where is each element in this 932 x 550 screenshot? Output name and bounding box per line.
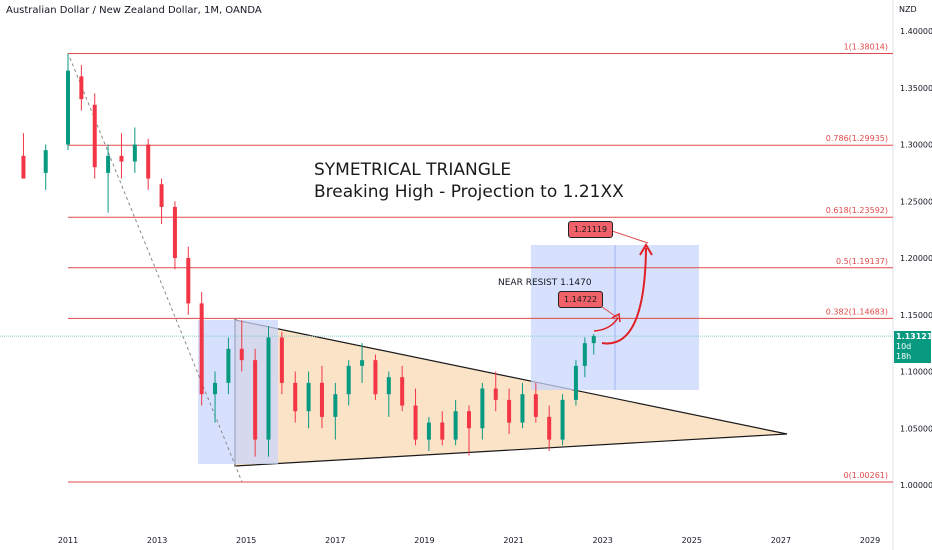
candle-body-29 xyxy=(426,422,431,440)
price-tick-4: 1.20000 xyxy=(900,254,932,263)
candle-body-16 xyxy=(253,360,258,440)
candle-body-5 xyxy=(106,155,111,173)
price-tick-7: 1.35000 xyxy=(900,84,932,93)
candle-body-12 xyxy=(199,303,204,395)
candle-body-22 xyxy=(333,394,338,417)
price-tick-1: 1.05000 xyxy=(900,424,932,433)
time-tick-3: 2017 xyxy=(325,536,345,545)
candle-body-30 xyxy=(440,422,445,440)
projection-arrow-1 xyxy=(593,317,619,332)
time-tick-6: 2023 xyxy=(592,536,612,545)
dashed-trend-line xyxy=(69,57,243,483)
time-tick-0: 2011 xyxy=(58,536,78,545)
candle-body-6 xyxy=(119,155,124,162)
arrowhead-1 xyxy=(611,312,621,323)
candle-body-13 xyxy=(213,382,218,395)
price-axis: 1.00000 1.05000 1.10000 1.15000 1.20000 1.250… xyxy=(900,27,932,490)
candle-body-21 xyxy=(319,382,324,417)
currency-label: NZD xyxy=(899,5,917,14)
fib-label-3: 0.5(1.19137) xyxy=(836,257,888,266)
left-range-box xyxy=(198,320,278,464)
candle-body-35 xyxy=(507,399,512,423)
candle-body-20 xyxy=(306,382,311,412)
candle-body-40 xyxy=(573,365,578,400)
candle-body-11 xyxy=(186,258,191,304)
current-price-tag: 1.13121 10d 18h xyxy=(894,331,932,363)
time-axis: 2011 2013 2015 2017 2019 2021 2023 2025 2027 2029 xyxy=(58,536,880,545)
symbol-title: Australian Dollar / New Zealand Dollar, … xyxy=(6,5,262,16)
candle-body-23 xyxy=(346,365,351,395)
fib-levels: 1(1.38014) 0.786(1.29935) 0.618(1.23592) 0.… xyxy=(68,43,893,483)
headline-line-1: SYMETRICAL TRIANGLE xyxy=(314,160,511,180)
time-tick-1: 2013 xyxy=(147,536,167,545)
fib-label-2: 0.618(1.23592) xyxy=(826,206,888,215)
candle-body-31 xyxy=(453,411,458,440)
fib-label-0: 1(1.38014) xyxy=(844,43,888,52)
price-tick-6: 1.30000 xyxy=(900,141,932,150)
price-tick-8: 1.40000 xyxy=(900,27,932,36)
candle-body-32 xyxy=(467,411,471,429)
candle-body-1 xyxy=(43,150,48,173)
candle-body-34 xyxy=(493,388,498,400)
candle-body-18 xyxy=(279,337,284,383)
candle-body-14 xyxy=(226,348,231,383)
fib-label-4: 0.382(1.14683) xyxy=(826,307,888,316)
candle-body-4 xyxy=(92,104,97,168)
time-tick-4: 2019 xyxy=(414,536,434,545)
current-price-value: 1.13121 xyxy=(896,332,932,341)
near-resist-note: NEAR RESIST 1.1470 xyxy=(498,278,592,288)
candle-body-17 xyxy=(266,337,271,440)
headline-line-2: Breaking High - Projection to 1.21XX xyxy=(314,182,624,202)
time-tick-7: 2025 xyxy=(682,536,702,545)
candles xyxy=(21,53,596,457)
candle-body-24 xyxy=(360,360,365,366)
candle-body-19 xyxy=(293,382,298,412)
candle-body-26 xyxy=(386,377,391,395)
fib-label-1: 0.786(1.29935) xyxy=(826,134,888,143)
candle-body-28 xyxy=(413,405,418,440)
time-tick-9: 2029 xyxy=(860,536,880,545)
time-tick-8: 2027 xyxy=(771,536,791,545)
time-tick-2: 2015 xyxy=(236,536,256,545)
candle-body-3 xyxy=(79,76,84,100)
candle-body-36 xyxy=(520,394,525,423)
candle-body-8 xyxy=(146,144,151,179)
time-tick-5: 2021 xyxy=(503,536,523,545)
target-callout-2: 1.21119 xyxy=(568,221,614,238)
price-tick-0: 1.00000 xyxy=(900,481,932,490)
candle-body-0 xyxy=(21,155,26,179)
price-tick-2: 1.10000 xyxy=(900,368,932,377)
candle-body-25 xyxy=(373,360,378,395)
candle-body-10 xyxy=(172,206,177,258)
candle-body-7 xyxy=(132,144,137,162)
candle-body-2 xyxy=(66,70,70,145)
candle-body-38 xyxy=(547,416,552,440)
candle-body-42 xyxy=(591,336,596,344)
target-callout-1: 1.14722 xyxy=(558,291,604,308)
projection-arrow-2 xyxy=(601,247,647,345)
candle-body-41 xyxy=(582,343,587,366)
bar-countdown: 10d 18h xyxy=(896,342,912,361)
candle-body-27 xyxy=(400,377,405,406)
candle-body-37 xyxy=(533,394,538,417)
candle-body-15 xyxy=(239,348,244,361)
fib-label-5: 0(1.00261) xyxy=(844,471,888,480)
price-tick-3: 1.15000 xyxy=(900,311,932,320)
price-tick-5: 1.25000 xyxy=(900,197,932,206)
candle-body-39 xyxy=(560,399,565,440)
arrowhead-2 xyxy=(639,243,653,256)
triangle-pattern xyxy=(234,319,788,467)
candle-body-9 xyxy=(159,184,164,207)
candle-body-33 xyxy=(480,388,485,429)
